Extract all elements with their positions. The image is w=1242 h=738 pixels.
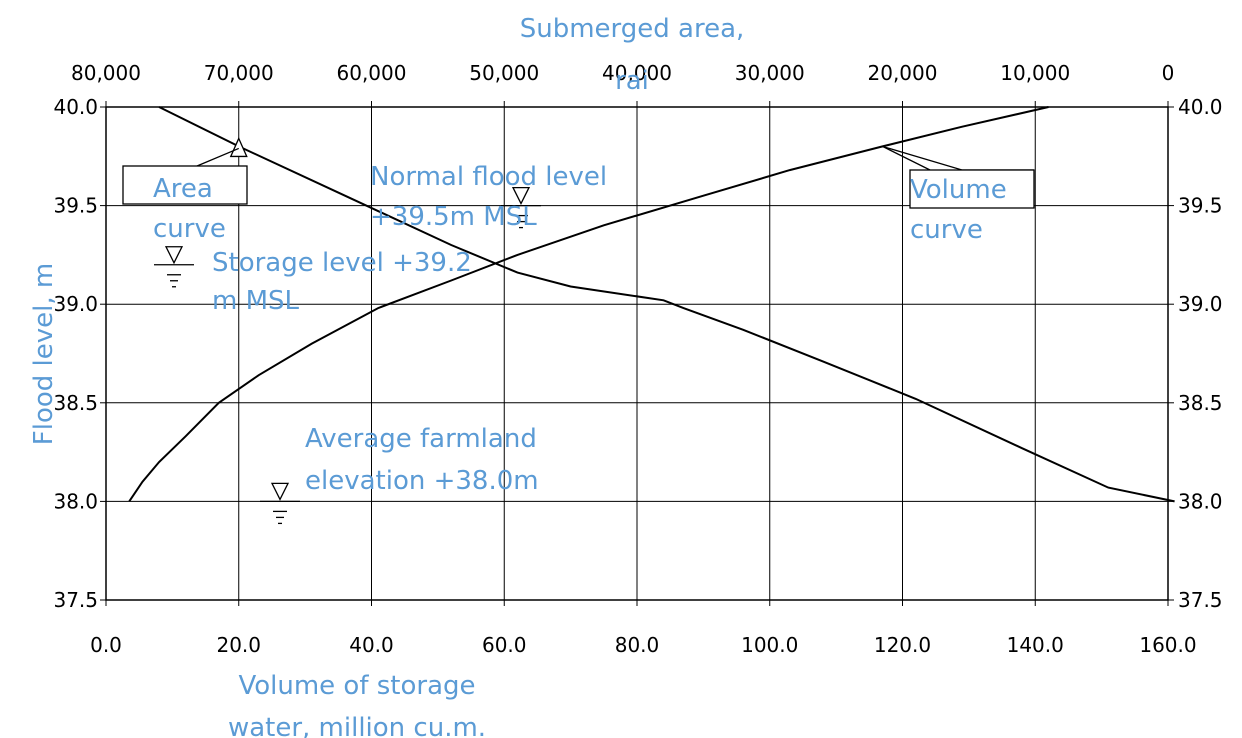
bottom-tick-label: 100.0 (741, 633, 798, 657)
left-tick-label: 38.0 (53, 489, 98, 513)
bottom-tick-label: 120.0 (874, 633, 931, 657)
top-tick-label: 70,000 (204, 61, 274, 85)
curves (128, 106, 1175, 503)
area-leader-line (196, 147, 240, 167)
right-tick-label: 40.0 (1178, 95, 1223, 119)
axis-labels: Submerged area, rai Volume of storage water… (29, 14, 1007, 738)
normal-flood-level-label: Normal flood level +39.5m MSL (370, 162, 607, 232)
volume-callout-box (909, 169, 1035, 209)
storage-level-label: Storage level +39.2 m MSL (212, 248, 472, 316)
top-axis-title: Submerged area, rai (520, 14, 745, 96)
left-tick-label: 39.0 (53, 292, 98, 316)
top-tick-label: 10,000 (1000, 61, 1070, 85)
volume-curve-line (128, 106, 1049, 502)
left-tick-label: 38.5 (53, 391, 98, 415)
top-tick-label: 40,000 (602, 61, 672, 85)
normal-flood-level-marker (501, 186, 541, 229)
bottom-tick-label: 80.0 (615, 633, 660, 657)
y-axis-title: Flood level, m (29, 263, 59, 445)
top-tick-label: 0 (1162, 61, 1175, 85)
top-tick-label: 30,000 (735, 61, 805, 85)
area-callout-box (122, 165, 248, 205)
storage-level-marker (154, 246, 194, 288)
bottom-tick-label: 0.0 (90, 633, 122, 657)
right-tick-label: 38.0 (1178, 489, 1223, 513)
callouts (122, 136, 1035, 209)
farmland-elevation-marker (260, 482, 300, 525)
bottom-tick-label: 60.0 (482, 633, 527, 657)
area-pointer-triangle (229, 136, 248, 158)
top-tick-label: 50,000 (469, 61, 539, 85)
bottom-tick-label: 140.0 (1007, 633, 1064, 657)
left-tick-label: 37.5 (53, 588, 98, 612)
right-tick-label: 38.5 (1178, 391, 1223, 415)
left-tick-label: 40.0 (53, 95, 98, 119)
bottom-axis-title: Volume of storage water, million cu.m. (228, 671, 486, 738)
left-tick-label: 39.5 (53, 194, 98, 218)
farmland-elevation-label: Average farmland elevation +38.0m (305, 424, 539, 496)
bottom-tick-label: 20.0 (216, 633, 261, 657)
volume-leader-line-2 (882, 145, 931, 171)
right-tick-label: 39.5 (1178, 194, 1223, 218)
top-tick-label: 20,000 (868, 61, 938, 85)
grid (106, 107, 1168, 600)
bottom-tick-label: 160.0 (1139, 633, 1196, 657)
top-tick-label: 80,000 (71, 61, 141, 85)
right-tick-label: 39.0 (1178, 292, 1223, 316)
level-markers (154, 186, 541, 525)
area-callout-label: Area curve (153, 174, 226, 244)
area-curve-line (158, 106, 1175, 503)
volume-callout-label: Volume curve (910, 175, 1007, 245)
bottom-tick-label: 40.0 (349, 633, 394, 657)
top-tick-label: 60,000 (337, 61, 407, 85)
axis-ticks: 0.0 20.0 40.0 60.0 80.0 100.0 120.0 140.0 160.0 8… (53, 61, 1222, 657)
right-tick-label: 37.5 (1178, 588, 1223, 612)
